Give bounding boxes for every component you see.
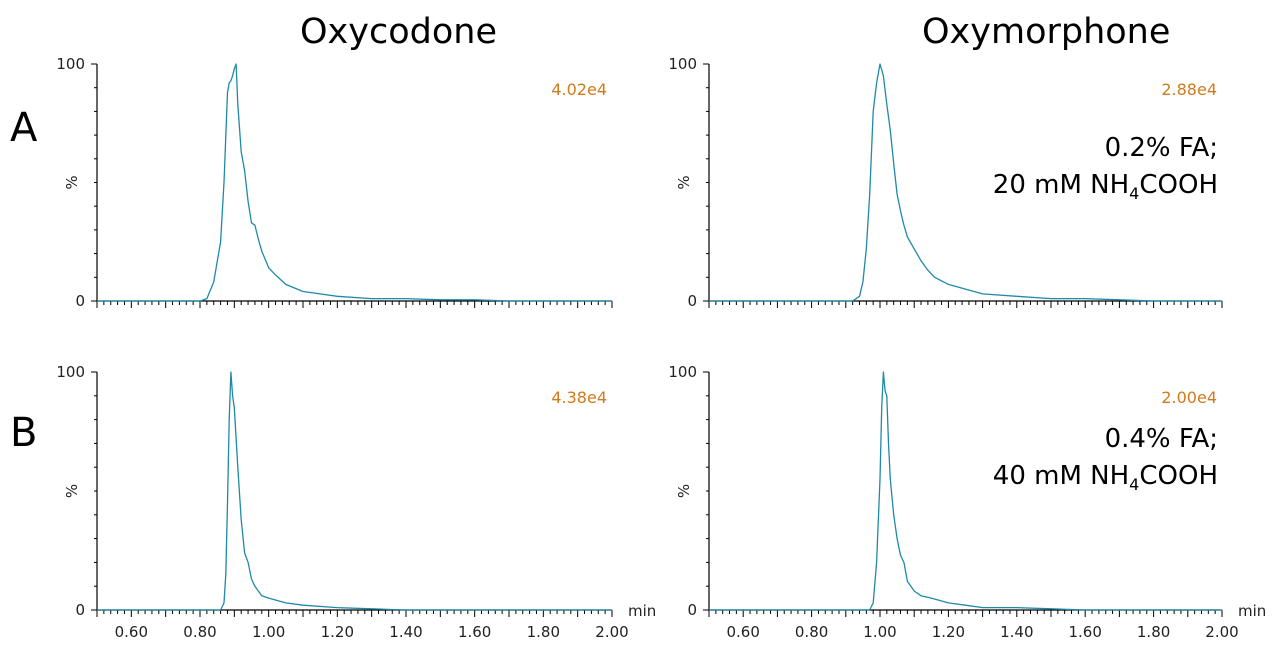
x-tick-label: 1.00: [252, 623, 285, 641]
x-tick-label: 1.80: [1137, 623, 1170, 641]
intensity-label: 4.38e4: [551, 388, 607, 407]
y-axis-label: %: [675, 484, 693, 498]
panel-a-oxymorphone: 0 100% 2.88e4: [668, 55, 1223, 310]
y-tick-label: 0: [75, 292, 85, 310]
column-title-oxymorphone: Oxymorphone: [922, 12, 1171, 52]
x-tick-label: 1.40: [389, 623, 422, 641]
x-tick-label: 0.60: [726, 623, 759, 641]
y-axis-label: %: [63, 484, 81, 498]
y-tick-label: 100: [668, 55, 697, 73]
y-tick-label: 100: [668, 363, 697, 381]
intensity-label: 4.02e4: [551, 80, 607, 99]
x-tick-label: 0.80: [795, 623, 828, 641]
x-tick-label: 2.00: [595, 623, 628, 641]
chromatogram-trace: [709, 63, 1222, 302]
chromatogram-trace: [709, 371, 1222, 611]
panel-a-oxycodone: 0 100% 4.02e4: [56, 55, 613, 310]
chromatogram-trace: [97, 63, 612, 302]
panel-b-oxymorphone: 0 100% 0.60 0.80 1.00 1.20 1.40 1.60 1.80 2.00min…: [668, 363, 1266, 641]
y-axis-label: %: [675, 175, 693, 189]
y-tick-label: 100: [56, 363, 85, 381]
y-tick-label: 0: [75, 601, 85, 619]
x-tick-label: 1.20: [321, 623, 354, 641]
condition-note-a: 0.2% FA; 20 mM NH4COOH: [993, 130, 1218, 212]
condition-note-b-line2: 40 mM NH4COOH: [992, 461, 1218, 495]
y-axis-label: %: [63, 175, 81, 189]
x-tick-label: 0.60: [115, 623, 148, 641]
x-tick-label: 1.80: [527, 623, 560, 641]
row-label-a: A: [10, 105, 38, 151]
x-tick-label: 1.60: [458, 623, 491, 641]
x-tick-label: 2.00: [1205, 623, 1238, 641]
y-tick-label: 0: [687, 601, 697, 619]
x-tick-label: 1.20: [932, 623, 965, 641]
y-tick-label: 100: [56, 55, 85, 73]
column-title-oxycodone: Oxycodone: [300, 12, 497, 52]
x-tick-label: 0.80: [183, 623, 216, 641]
y-tick-label: 0: [687, 292, 697, 310]
condition-note-b-line1: 0.4% FA;: [1104, 424, 1218, 454]
x-tick-label: 1.40: [1000, 623, 1033, 641]
row-label-b: B: [10, 410, 38, 456]
x-axis-label: min: [628, 602, 656, 620]
condition-note-b: 0.4% FA; 40 mM NH4COOH: [993, 421, 1218, 503]
condition-note-a-line2: 20 mM NH4COOH: [992, 170, 1218, 204]
x-tick-label: 1.60: [1068, 623, 1101, 641]
chromatogram-trace: [97, 371, 612, 611]
x-tick-label: 1.00: [863, 623, 896, 641]
x-axis-label: min: [1238, 602, 1266, 620]
intensity-label: 2.88e4: [1161, 80, 1217, 99]
condition-note-a-line1: 0.2% FA;: [1104, 133, 1218, 163]
intensity-label: 2.00e4: [1161, 388, 1217, 407]
panel-b-oxycodone: 0 100% 0.60 0.80 1.00 1.20 1.40 1.60 1.80 2.00min…: [56, 363, 656, 641]
